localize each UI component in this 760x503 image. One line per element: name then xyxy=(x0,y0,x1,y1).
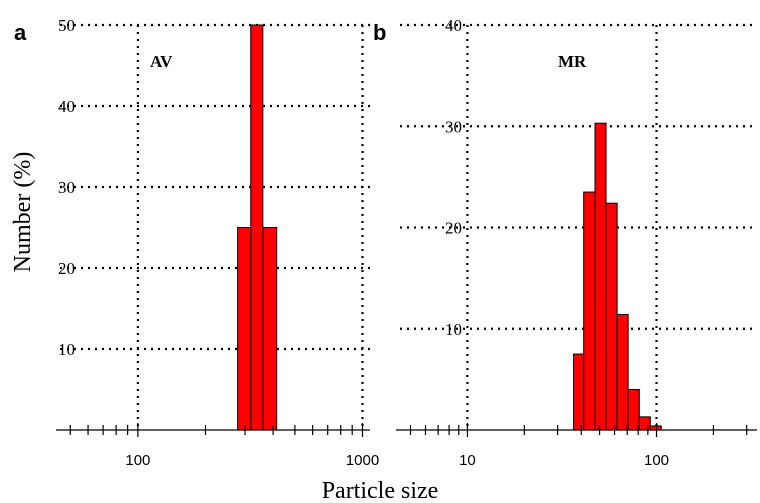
panel-a-bar xyxy=(251,25,263,430)
panel-b-ytick-label: 40 xyxy=(445,16,462,35)
y-axis-label: Number (%) xyxy=(10,152,36,273)
panel-b-bar xyxy=(639,417,650,430)
panel-a-ytick-label: 10 xyxy=(58,340,75,359)
panel-b-chart: b MR 10 20 30 40 10 100 xyxy=(373,16,757,469)
panel-b-bar xyxy=(628,390,639,431)
panel-b-title: MR xyxy=(558,52,587,71)
panel-b-bar xyxy=(606,203,617,430)
panel-b-bar xyxy=(584,192,595,430)
panel-a-xtick-label: 1000 xyxy=(346,452,379,469)
panel-b-letter: b xyxy=(373,20,386,45)
panel-a-ytick-label: 30 xyxy=(58,178,75,197)
panel-a-ytick-label: 40 xyxy=(58,97,75,116)
x-axis-label: Particle size xyxy=(322,478,439,503)
panel-b-ytick-label: 20 xyxy=(445,219,462,238)
panel-b-bar xyxy=(595,123,606,430)
panel-a-ytick-label: 20 xyxy=(58,259,75,278)
panel-a-title: AV xyxy=(150,52,173,71)
panel-a-ytick-label: 50 xyxy=(58,16,75,35)
panel-a-bar xyxy=(238,228,251,431)
panel-a-letter: a xyxy=(14,20,27,45)
panel-b-ytick-label: 10 xyxy=(445,320,462,339)
panel-b-bar xyxy=(617,315,628,430)
panel-b-xtick-label: 100 xyxy=(644,452,669,469)
panel-b-xtick-label: 10 xyxy=(459,452,476,469)
panel-a-chart: a AV 10 20 30 40 50 100 1000 xyxy=(14,16,379,469)
panel-a-xtick-label: 100 xyxy=(125,452,150,469)
panel-b-bar xyxy=(574,354,584,430)
panel-a-bar xyxy=(263,228,277,431)
panel-b-ytick-label: 30 xyxy=(445,117,462,136)
